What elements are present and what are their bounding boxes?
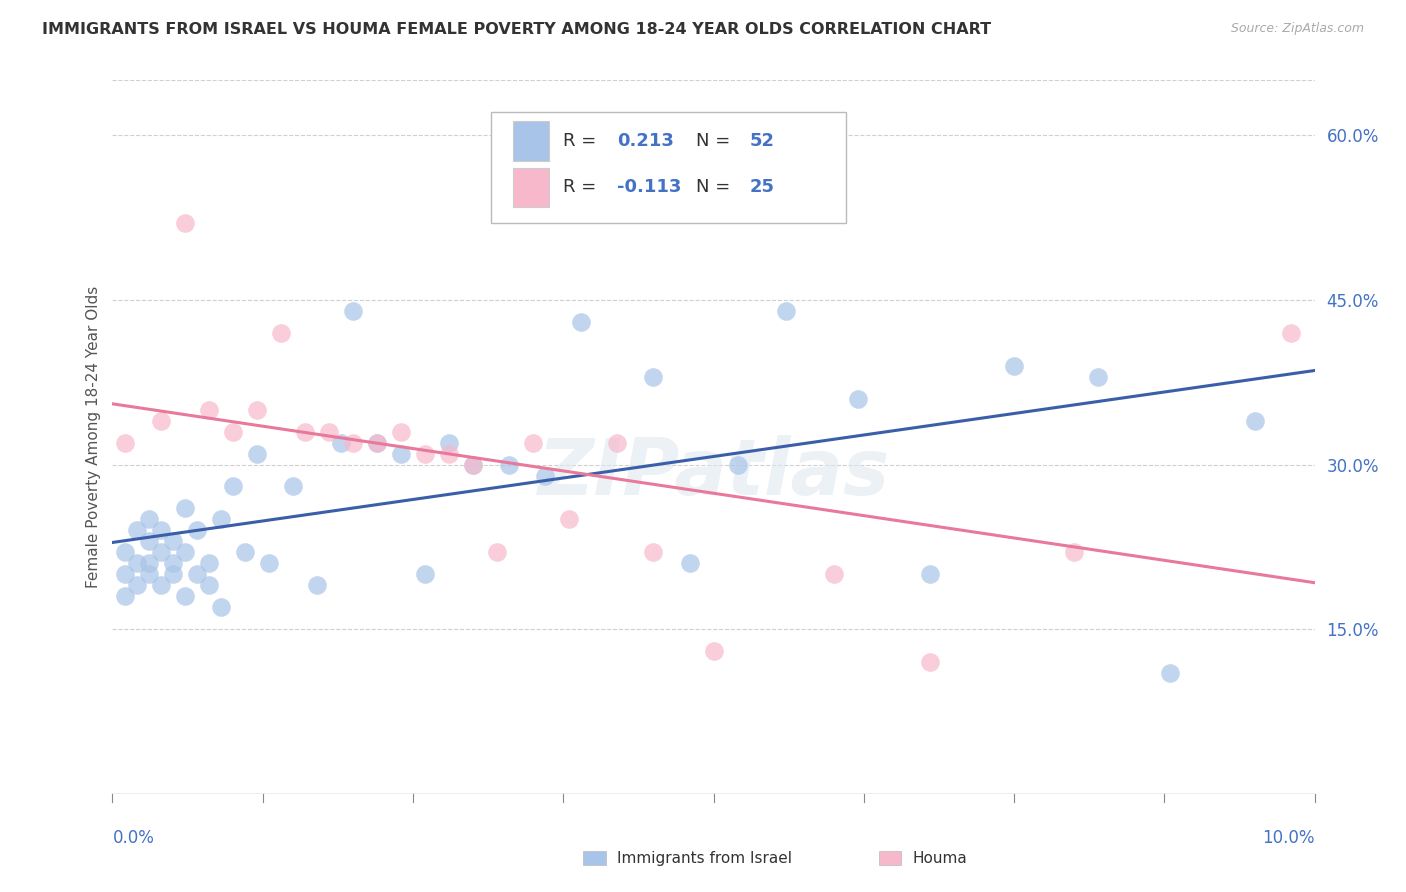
Point [846,392,869,406]
Point [114,545,136,559]
Point [281,479,304,493]
Text: N =: N = [696,132,735,150]
Text: Source: ZipAtlas.com: Source: ZipAtlas.com [1230,22,1364,36]
Point [138,512,160,526]
Point [138,557,160,571]
Text: N =: N = [696,178,735,196]
Point [342,303,364,318]
Point [197,402,219,417]
Point [270,326,292,340]
FancyBboxPatch shape [513,168,548,207]
Text: -0.113: -0.113 [617,178,682,196]
Text: Houma: Houma [912,851,967,865]
Point [534,468,557,483]
Point [173,501,195,516]
Point [643,369,665,384]
Point [209,512,232,526]
Point [329,435,352,450]
Point [643,545,665,559]
Point [1243,414,1265,428]
Point [1087,369,1109,384]
Point [186,524,208,538]
Text: IMMIGRANTS FROM ISRAEL VS HOUMA FEMALE POVERTY AMONG 18-24 YEAR OLDS CORRELATION: IMMIGRANTS FROM ISRAEL VS HOUMA FEMALE P… [42,22,991,37]
Point [606,139,628,153]
Point [125,557,148,571]
Point [366,435,388,450]
Point [125,578,148,592]
Point [294,425,316,439]
Point [702,644,725,658]
Point [149,578,172,592]
Point [173,545,195,559]
Point [461,458,484,472]
Point [246,446,269,460]
Point [197,578,219,592]
Point [318,425,340,439]
Point [558,512,581,526]
Point [413,446,436,460]
Point [305,578,328,592]
Point [149,524,172,538]
Point [257,557,280,571]
Point [678,557,700,571]
Point [197,557,219,571]
Point [138,567,160,582]
Point [389,446,412,460]
Point [246,402,269,417]
Point [775,303,797,318]
Point [233,545,256,559]
Text: 0.213: 0.213 [617,132,675,150]
Point [918,655,941,669]
Point [1279,326,1302,340]
FancyBboxPatch shape [513,121,548,161]
Point [569,315,592,329]
Text: 0.0%: 0.0% [112,829,155,847]
Point [461,458,484,472]
Text: 25: 25 [749,178,775,196]
Point [366,435,388,450]
Point [437,446,460,460]
Point [125,524,148,538]
Text: 10.0%: 10.0% [1263,829,1315,847]
Point [413,567,436,582]
Text: R =: R = [564,178,602,196]
Point [162,557,184,571]
Text: R =: R = [564,132,602,150]
Point [209,600,232,615]
Point [918,567,941,582]
Point [222,479,245,493]
Y-axis label: Female Poverty Among 18-24 Year Olds: Female Poverty Among 18-24 Year Olds [86,286,101,588]
Point [498,458,520,472]
Point [1159,666,1181,681]
Point [606,435,628,450]
Point [149,414,172,428]
Point [138,534,160,549]
Text: 52: 52 [749,132,775,150]
Point [437,435,460,450]
Point [823,567,845,582]
Point [342,435,364,450]
Point [114,435,136,450]
Point [114,567,136,582]
Point [486,545,509,559]
Point [162,534,184,549]
Point [162,567,184,582]
Point [727,458,749,472]
Point [389,425,412,439]
Point [1002,359,1025,373]
Point [522,435,544,450]
Point [149,545,172,559]
Point [1063,545,1085,559]
Point [173,589,195,603]
Text: Immigrants from Israel: Immigrants from Israel [617,851,792,865]
Text: ZIPatlas: ZIPatlas [537,434,890,511]
Point [173,216,195,230]
Point [186,567,208,582]
FancyBboxPatch shape [491,112,846,223]
Point [114,589,136,603]
Point [222,425,245,439]
